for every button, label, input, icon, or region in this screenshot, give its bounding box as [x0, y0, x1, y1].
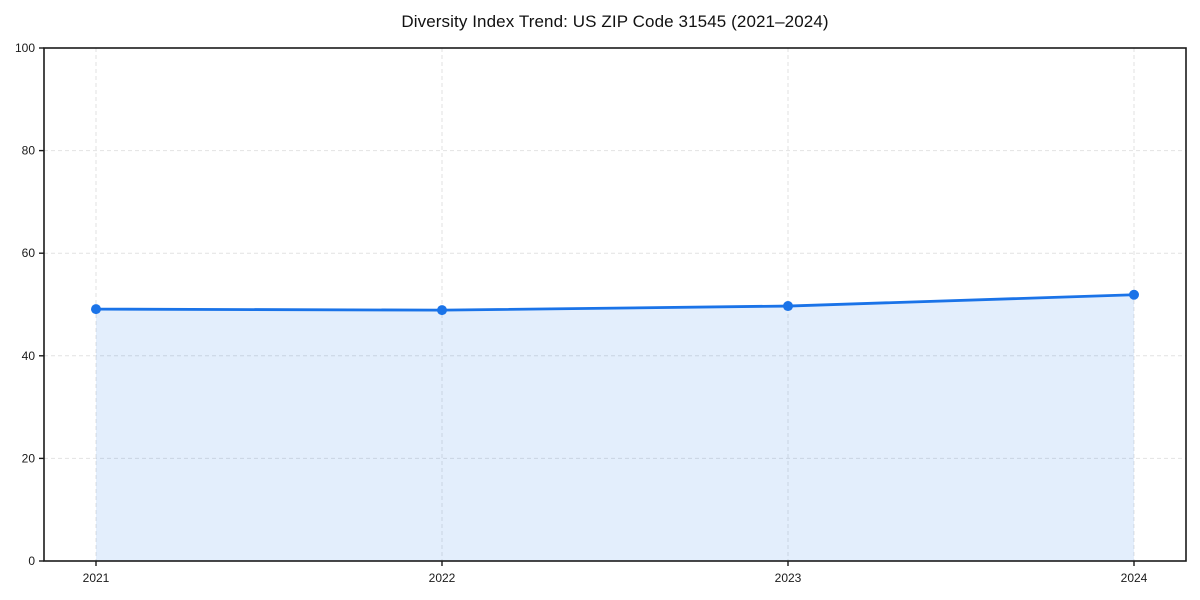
y-tick-label: 20 [22, 451, 36, 465]
x-tick-label: 2022 [429, 571, 456, 585]
x-tick-label: 2024 [1121, 571, 1148, 585]
y-tick-label: 0 [28, 554, 35, 568]
x-tick-label: 2021 [83, 571, 110, 585]
data-point-2023 [783, 301, 793, 312]
area-fill [96, 294, 1134, 561]
data-point-2024 [1129, 289, 1139, 300]
x-tick-label: 2023 [775, 571, 802, 585]
plot-border [43, 47, 1187, 562]
y-tick-label: 80 [22, 144, 36, 158]
chart-title: Diversity Index Trend: US ZIP Code 31545… [401, 12, 829, 31]
trend-line [94, 293, 1136, 312]
data-point-2021 [91, 304, 101, 315]
y-tick-label: 40 [22, 349, 36, 363]
y-tick-label: 100 [15, 41, 35, 55]
y-tick-label: 60 [22, 246, 36, 260]
data-point-2022 [437, 305, 447, 316]
